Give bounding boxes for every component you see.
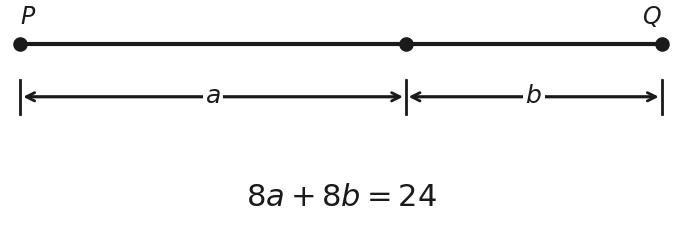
Text: $b$: $b$ <box>525 85 542 108</box>
Point <box>15 42 26 45</box>
Point <box>400 42 411 45</box>
Point <box>656 42 667 45</box>
Text: $a$: $a$ <box>205 85 221 108</box>
Text: $8a + 8b = 24$: $8a + 8b = 24$ <box>246 182 436 213</box>
Text: $P$: $P$ <box>20 6 37 29</box>
Text: $Q$: $Q$ <box>642 4 662 29</box>
